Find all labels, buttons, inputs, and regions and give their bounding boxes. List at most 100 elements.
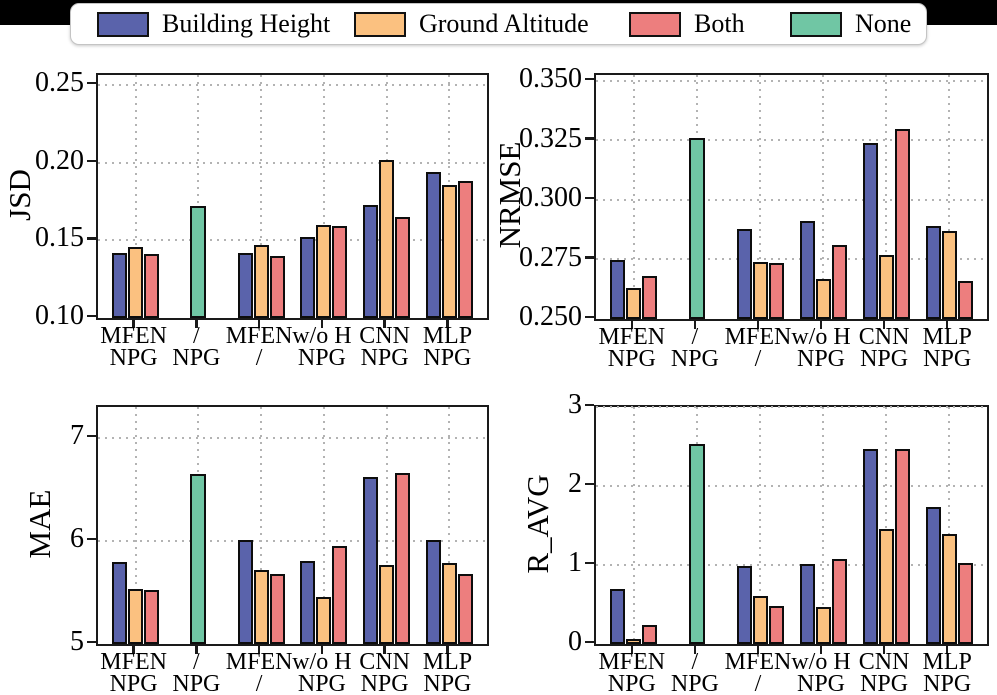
x-tick-label-line: NPG [670, 671, 719, 695]
x-tick-label-line: MFEN [100, 323, 167, 349]
bar-ground-altitude-mlp-npg [441, 184, 457, 318]
x-tick-label-line: NPG [607, 346, 656, 372]
x-tick-label-line: NPG [923, 346, 972, 372]
gridline-vertical [260, 75, 263, 318]
bar-ground-altitude-cnn-npg [878, 254, 894, 319]
bar-ground-altitude-mlp-npg [441, 562, 457, 644]
gridline-vertical [758, 407, 761, 644]
y-tick-label: 6 [70, 523, 84, 554]
x-tick-label: MFEN NPG [567, 650, 697, 695]
x-tick-label-line: NPG [860, 671, 909, 695]
x-tick-label: MFEN / [693, 325, 823, 371]
x-tick-label-line: CNN [359, 649, 410, 675]
y-tick-mark [585, 640, 594, 644]
bar-both-mfen-npg [144, 254, 160, 318]
bar-building-height-mfen-npg [112, 252, 128, 318]
x-tick-label-line: NPG [109, 671, 158, 695]
x-tick-label-line: / [255, 345, 263, 371]
gridline-horizontal [98, 161, 487, 164]
bar-both-mfen-npg [144, 590, 160, 644]
x-tick-label-line: CNN [858, 324, 910, 350]
y-tick-mark [585, 482, 594, 486]
bar-ground-altitude-w-o-h-npg [815, 606, 831, 644]
x-tick-label-line: MLP [922, 649, 972, 675]
x-tick-label: MLP NPG [882, 324, 997, 372]
gridline-vertical [948, 75, 951, 319]
x-tick-mark [257, 644, 261, 654]
x-tick-mark [882, 319, 886, 329]
y-tick-label: 0.350 [519, 63, 582, 94]
legend-item-building-height: Building Height [97, 4, 330, 44]
gridline-vertical [134, 75, 137, 318]
y-tick-label: 0.20 [35, 144, 84, 176]
x-tick-label-line: NPG [923, 671, 972, 695]
y-axis-label-mae: MAE [22, 489, 57, 558]
y-tick-label: 5 [70, 626, 84, 657]
bar-both-cnn-npg [894, 448, 910, 644]
x-tick-label-line: / [193, 649, 200, 675]
bar-none-npg [190, 206, 207, 318]
x-tick-label: / NPG [630, 650, 760, 695]
x-tick-label: MFEN / [693, 650, 823, 695]
x-tick-mark [383, 318, 386, 328]
y-tick-mark [87, 640, 96, 644]
bar-ground-altitude-mfen [253, 245, 269, 318]
y-axis-label-nrmse: NRMSE [492, 141, 527, 249]
y-tick-mark [585, 315, 594, 319]
x-tick-mark [756, 319, 760, 329]
x-tick-label: MFEN NPG [69, 323, 199, 370]
y-tick-label: 0 [568, 626, 582, 657]
bar-both-mfen [768, 263, 784, 319]
x-tick-mark [630, 644, 634, 654]
y-tick-label: 7 [70, 419, 84, 451]
gridline-vertical [758, 75, 761, 319]
bar-ground-altitude-cnn-npg [878, 528, 894, 644]
x-tick-label-line: MLP [422, 649, 473, 675]
gridline-vertical [322, 407, 325, 644]
x-tick-label-line: NPG [860, 346, 909, 372]
bar-building-height-mfen [237, 252, 253, 318]
x-tick-label-line: CNN [359, 323, 410, 349]
x-tick-mark [195, 644, 198, 654]
gridline-vertical [632, 75, 635, 319]
x-tick-label-line: NPG [297, 345, 346, 371]
x-tick-mark [320, 318, 324, 328]
x-tick-label: w/o H NPG [257, 650, 387, 695]
bar-both-cnn-npg [395, 217, 411, 318]
y-tick-label: 0.25 [35, 67, 84, 99]
gridline-vertical [448, 407, 451, 644]
y-tick-label: 3 [568, 389, 582, 420]
gridline-horizontal [596, 79, 987, 82]
y-tick-mark [585, 137, 594, 140]
bar-building-height-mlp-npg [925, 506, 941, 644]
y-tick-mark [585, 561, 594, 565]
x-tick-label: MLP NPG [382, 649, 512, 695]
bar-both-mfen [269, 255, 285, 318]
x-tick-label: MFEN NPG [567, 325, 697, 372]
gridline-horizontal [596, 198, 987, 201]
gridline-vertical [260, 407, 263, 644]
gridline-vertical [134, 407, 137, 644]
bar-building-height-w-o-h-npg [799, 221, 815, 319]
bar-building-height-cnn-npg [363, 477, 379, 644]
x-tick-label: CNN NPG [320, 323, 450, 370]
x-tick-mark [446, 644, 449, 654]
bar-building-height-mlp-npg [425, 172, 441, 318]
bar-both-mfen [768, 606, 784, 644]
bar-ground-altitude-w-o-h-npg [316, 224, 332, 318]
gridline-vertical [885, 407, 888, 644]
bar-building-height-cnn-npg [363, 204, 379, 318]
x-tick-label-line: MLP [922, 324, 972, 350]
legend-swatch-building-height [97, 11, 149, 37]
y-tick-mark [585, 77, 594, 81]
x-tick-mark [195, 318, 198, 328]
x-tick-label-line: NPG [172, 671, 221, 695]
plot-r-avg [594, 405, 989, 646]
bar-building-height-mfen-npg [112, 561, 128, 644]
x-tick-mark [630, 319, 634, 329]
x-tick-mark [756, 644, 760, 654]
x-tick-label: MLP NPG [382, 324, 512, 370]
gridline-horizontal [596, 139, 987, 142]
x-tick-label-line: NPG [670, 346, 719, 372]
gridline-vertical [822, 407, 825, 644]
